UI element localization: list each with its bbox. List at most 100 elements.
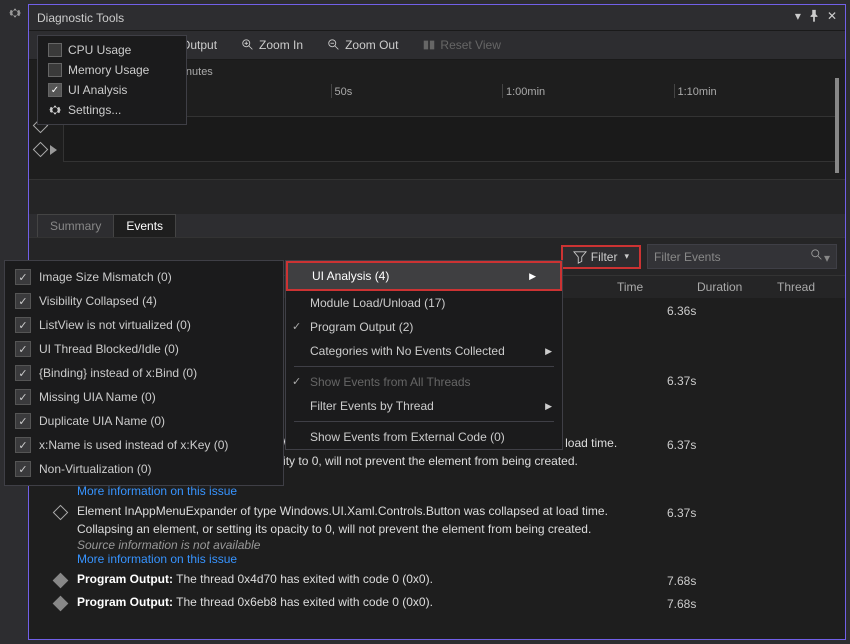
menu-memory-usage[interactable]: Memory Usage: [38, 60, 186, 80]
event-text: Element InAppMenuExpander of type Window…: [77, 502, 659, 520]
label: UI Analysis: [68, 83, 127, 97]
event-source: Source information is not available: [77, 538, 659, 552]
event-time: 6.36s: [667, 300, 837, 318]
checkbox-icon: [48, 43, 62, 57]
event-row[interactable]: Program Output: The thread 0x4d70 has ex…: [29, 568, 845, 591]
submenu-arrow-icon: ▶: [545, 346, 552, 357]
label: Categories with No Events Collected: [310, 344, 505, 358]
event-time: 6.37s: [667, 434, 837, 452]
event-time: 7.68s: [667, 570, 837, 588]
label: ListView is not virtualized (0): [39, 318, 191, 332]
filter-external-code[interactable]: Show Events from External Code (0): [286, 425, 562, 449]
label: Memory Usage: [68, 63, 149, 77]
col-duration[interactable]: Duration: [697, 280, 757, 294]
label: Filter Events by Thread: [310, 399, 434, 413]
timeline-ticks: 40s 50s 1:00min 1:10min: [159, 84, 845, 98]
tab-events[interactable]: Events: [113, 214, 176, 237]
checklist-item[interactable]: ✓Missing UIA Name (0): [5, 385, 283, 409]
label: UI Analysis (4): [312, 269, 389, 283]
tab-summary[interactable]: Summary: [37, 214, 114, 237]
label: x:Name is used instead of x:Key (0): [39, 438, 228, 452]
col-time[interactable]: Time: [617, 280, 677, 294]
checklist-item[interactable]: ✓ UI Thread Blocked/Idle (0): [5, 337, 283, 361]
menu-cpu-usage[interactable]: CPU Usage: [38, 40, 186, 60]
check-icon: ✓: [292, 320, 301, 333]
diamond-icon: [53, 596, 69, 612]
timeline-end: [835, 78, 839, 173]
check-icon: ✓: [15, 293, 31, 309]
check-icon: ✓: [292, 375, 301, 388]
filter-all-threads: ✓ Show Events from All Threads: [286, 370, 562, 394]
label: Visibility Collapsed (4): [39, 294, 157, 308]
checkbox-icon: ✓: [48, 83, 62, 97]
checklist-item[interactable]: ✓ Visibility Collapsed (4): [5, 289, 283, 313]
check-icon: ✓: [15, 413, 31, 429]
label: UI Thread Blocked/Idle (0): [39, 342, 179, 356]
filter-search[interactable]: Filter Events ▾: [647, 244, 837, 269]
tick: 50s: [331, 84, 503, 98]
checklist-item[interactable]: ✓Image Size Mismatch (0): [5, 265, 283, 289]
filter-module-load[interactable]: Module Load/Unload (17): [286, 291, 562, 315]
check-icon: ✓: [15, 317, 31, 333]
filter-ui-analysis[interactable]: UI Analysis (4) ▶: [286, 261, 562, 291]
event-row[interactable]: Element InAppMenuExpander of type Window…: [29, 500, 845, 568]
zoom-out-button[interactable]: Zoom Out: [321, 36, 404, 54]
filter-menu: UI Analysis (4) ▶ Module Load/Unload (17…: [285, 260, 563, 450]
tick: 1:10min: [674, 84, 846, 98]
autohide-icon[interactable]: ▾: [795, 9, 801, 26]
pin-icon[interactable]: [807, 9, 821, 26]
reset-view-button[interactable]: Reset View: [416, 36, 506, 54]
checkbox-icon: [48, 63, 62, 77]
check-icon: ✓: [15, 341, 31, 357]
select-tools-menu: CPU Usage Memory Usage ✓ UI Analysis Sett…: [37, 35, 187, 125]
filter-categories[interactable]: Categories with No Events Collected ▶: [286, 339, 562, 363]
filter-program-output[interactable]: ✓ Program Output (2): [286, 315, 562, 339]
event-time: 6.37s: [667, 370, 837, 388]
check-icon: ✓: [15, 437, 31, 453]
checklist-item[interactable]: ✓ Duplicate UIA Name (0): [5, 409, 283, 433]
menu-ui-analysis[interactable]: ✓ UI Analysis: [38, 80, 186, 100]
checklist-item[interactable]: ✓ ListView is not virtualized (0): [5, 313, 283, 337]
filter-by-thread[interactable]: Filter Events by Thread▶: [286, 394, 562, 418]
event-time: 6.37s: [667, 502, 837, 520]
check-icon: ✓: [15, 365, 31, 381]
lane-marker: [35, 144, 57, 158]
event-link[interactable]: More information on this issue: [77, 484, 659, 498]
checklist-item[interactable]: ✓Non-Virtualization (0): [5, 457, 283, 481]
title-bar: Diagnostic Tools ▾ ✕: [29, 5, 845, 31]
event-text: The thread 0x4d70 has exited with code 0…: [173, 572, 433, 586]
label: Show Events from All Threads: [310, 375, 471, 389]
col-thread[interactable]: Thread: [777, 280, 837, 294]
gear-icon[interactable]: [8, 6, 22, 23]
event-text: Collapsing an element, or setting its op…: [77, 520, 659, 538]
separator: [294, 366, 554, 367]
event-text: The thread 0x6eb8 has exited with code 0…: [173, 595, 433, 609]
label: Non-Virtualization (0): [39, 462, 152, 476]
diamond-icon: [53, 505, 69, 521]
zoom-out-label: Zoom Out: [345, 38, 398, 52]
label: Image Size Mismatch (0): [39, 270, 172, 284]
event-time: 7.68s: [667, 593, 837, 611]
tick: 1:00min: [502, 84, 674, 98]
zoom-in-label: Zoom In: [259, 38, 303, 52]
menu-settings[interactable]: Settings...: [38, 100, 186, 120]
event-row[interactable]: Program Output: The thread 0x6eb8 has ex…: [29, 591, 845, 614]
panel-title: Diagnostic Tools: [37, 11, 124, 25]
search-placeholder: Filter Events: [654, 250, 721, 264]
close-icon[interactable]: ✕: [827, 9, 837, 26]
check-icon: ✓: [15, 389, 31, 405]
label: Show Events from External Code (0): [310, 430, 505, 444]
event-label: Program Output:: [77, 595, 173, 609]
label: {Binding} instead of x:Bind (0): [39, 366, 197, 380]
event-link[interactable]: More information on this issue: [77, 552, 659, 566]
reset-view-label: Reset View: [440, 38, 500, 52]
label: CPU Usage: [68, 43, 131, 57]
label: Duplicate UIA Name (0): [39, 414, 165, 428]
diamond-icon: [53, 573, 69, 589]
checklist-item[interactable]: ✓ {Binding} instead of x:Bind (0): [5, 361, 283, 385]
zoom-in-button[interactable]: Zoom In: [235, 36, 309, 54]
submenu-arrow-icon: ▶: [529, 271, 536, 282]
filter-button[interactable]: Filter: [561, 245, 641, 269]
checklist-item[interactable]: ✓ x:Name is used instead of x:Key (0): [5, 433, 283, 457]
label: Program Output (2): [310, 320, 413, 334]
